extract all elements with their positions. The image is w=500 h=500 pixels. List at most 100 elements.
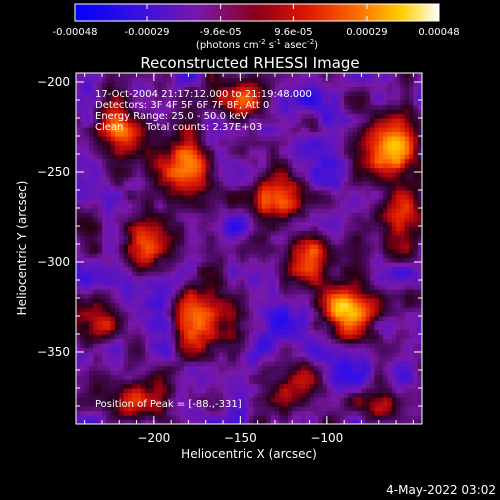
heatmap-cell — [93, 334, 99, 340]
heatmap-cell — [179, 127, 185, 133]
heatmap-cell — [261, 154, 267, 160]
heatmap-cell — [305, 397, 311, 403]
heatmap-cell — [240, 185, 246, 191]
heatmap-cell — [205, 293, 211, 299]
heatmap-cell — [166, 217, 172, 223]
heatmap-cell — [326, 392, 332, 398]
heatmap-cell — [88, 302, 94, 308]
heatmap-cell — [210, 73, 215, 79]
heatmap-cell — [166, 176, 172, 182]
heatmap-cell — [283, 122, 289, 128]
heatmap-cell — [132, 293, 138, 299]
heatmap-cell — [132, 212, 138, 218]
heatmap-cell — [326, 230, 332, 236]
heatmap-cell — [218, 221, 224, 227]
heatmap-cell — [145, 194, 151, 200]
heatmap-cell — [309, 91, 315, 97]
heatmap-cell — [179, 185, 185, 191]
heatmap-cell — [114, 271, 120, 277]
heatmap-cell — [313, 365, 319, 371]
heatmap-cell — [348, 158, 354, 164]
heatmap-cell — [240, 392, 246, 398]
heatmap-cell — [287, 212, 293, 218]
heatmap-cell — [179, 158, 185, 164]
heatmap-cell — [76, 176, 81, 182]
heatmap-cell — [205, 275, 211, 281]
heatmap-cell — [236, 91, 241, 97]
heatmap-cell — [214, 113, 220, 119]
heatmap-cell — [166, 194, 172, 200]
heatmap-cell — [266, 127, 272, 133]
heatmap-cell — [162, 149, 168, 155]
heatmap-cell — [201, 370, 207, 376]
heatmap-cell — [274, 154, 280, 160]
heatmap-cell — [322, 158, 328, 164]
heatmap-cell — [244, 397, 250, 403]
heatmap-cell — [313, 392, 319, 398]
heatmap-cell — [300, 266, 306, 272]
heatmap-cell — [313, 230, 319, 236]
heatmap-cell — [123, 109, 129, 115]
heatmap-cell — [205, 77, 211, 83]
heatmap-cell — [145, 199, 151, 205]
heatmap-cell — [140, 370, 146, 376]
heatmap-cell — [305, 284, 311, 290]
heatmap-cell — [88, 172, 94, 178]
heatmap-cell — [192, 86, 198, 92]
heatmap-cell — [197, 239, 203, 245]
heatmap-cell — [296, 388, 302, 394]
heatmap-cell — [326, 190, 332, 196]
heatmap-cell — [270, 356, 276, 362]
heatmap-cell — [119, 77, 125, 83]
heatmap-cell — [249, 356, 254, 362]
heatmap-cell — [331, 212, 337, 218]
heatmap-cell — [261, 388, 267, 394]
heatmap-cell — [223, 172, 228, 178]
heatmap-cell — [80, 203, 86, 209]
heatmap-cell — [305, 82, 311, 88]
heatmap-cell — [136, 136, 142, 142]
heatmap-cell — [274, 419, 280, 424]
heatmap-cell — [80, 145, 86, 151]
heatmap-cell — [210, 316, 215, 322]
heatmap-cell — [136, 73, 142, 79]
heatmap-cell — [197, 217, 203, 223]
heatmap-cell — [132, 352, 138, 358]
heatmap-cell — [119, 181, 125, 187]
heatmap-cell — [236, 167, 241, 173]
heatmap-cell — [93, 365, 99, 371]
heatmap-cell — [253, 298, 259, 304]
heatmap-cell — [227, 230, 233, 236]
heatmap-cell — [257, 419, 263, 424]
heatmap-cell — [274, 118, 280, 124]
heatmap-cell — [261, 410, 267, 416]
heatmap-cell — [119, 379, 125, 385]
heatmap-cell — [279, 338, 285, 344]
heatmap-cell — [322, 271, 328, 277]
heatmap-cell — [184, 145, 190, 151]
heatmap-cell — [110, 289, 116, 295]
heatmap-cell — [114, 356, 120, 362]
heatmap-cell — [218, 113, 224, 119]
heatmap-cell — [244, 172, 250, 178]
heatmap-cell — [283, 266, 289, 272]
heatmap-cell — [175, 406, 181, 412]
heatmap-cell — [257, 140, 263, 146]
heatmap-cell — [114, 82, 120, 88]
heatmap-cell — [123, 185, 129, 191]
heatmap-cell — [318, 302, 324, 308]
heatmap-cell — [244, 374, 250, 380]
heatmap-cell — [257, 181, 263, 187]
heatmap-cell — [287, 356, 293, 362]
heatmap-cell — [305, 266, 311, 272]
heatmap-cell — [236, 95, 241, 101]
heatmap-cell — [283, 163, 289, 169]
heatmap-cell — [322, 122, 328, 128]
heatmap-cell — [192, 100, 198, 106]
heatmap-cell — [132, 334, 138, 340]
heatmap-cell — [97, 388, 103, 394]
heatmap-cell — [175, 77, 181, 83]
heatmap-cell — [309, 181, 315, 187]
heatmap-cell — [279, 284, 285, 290]
heatmap-cell — [93, 113, 99, 119]
